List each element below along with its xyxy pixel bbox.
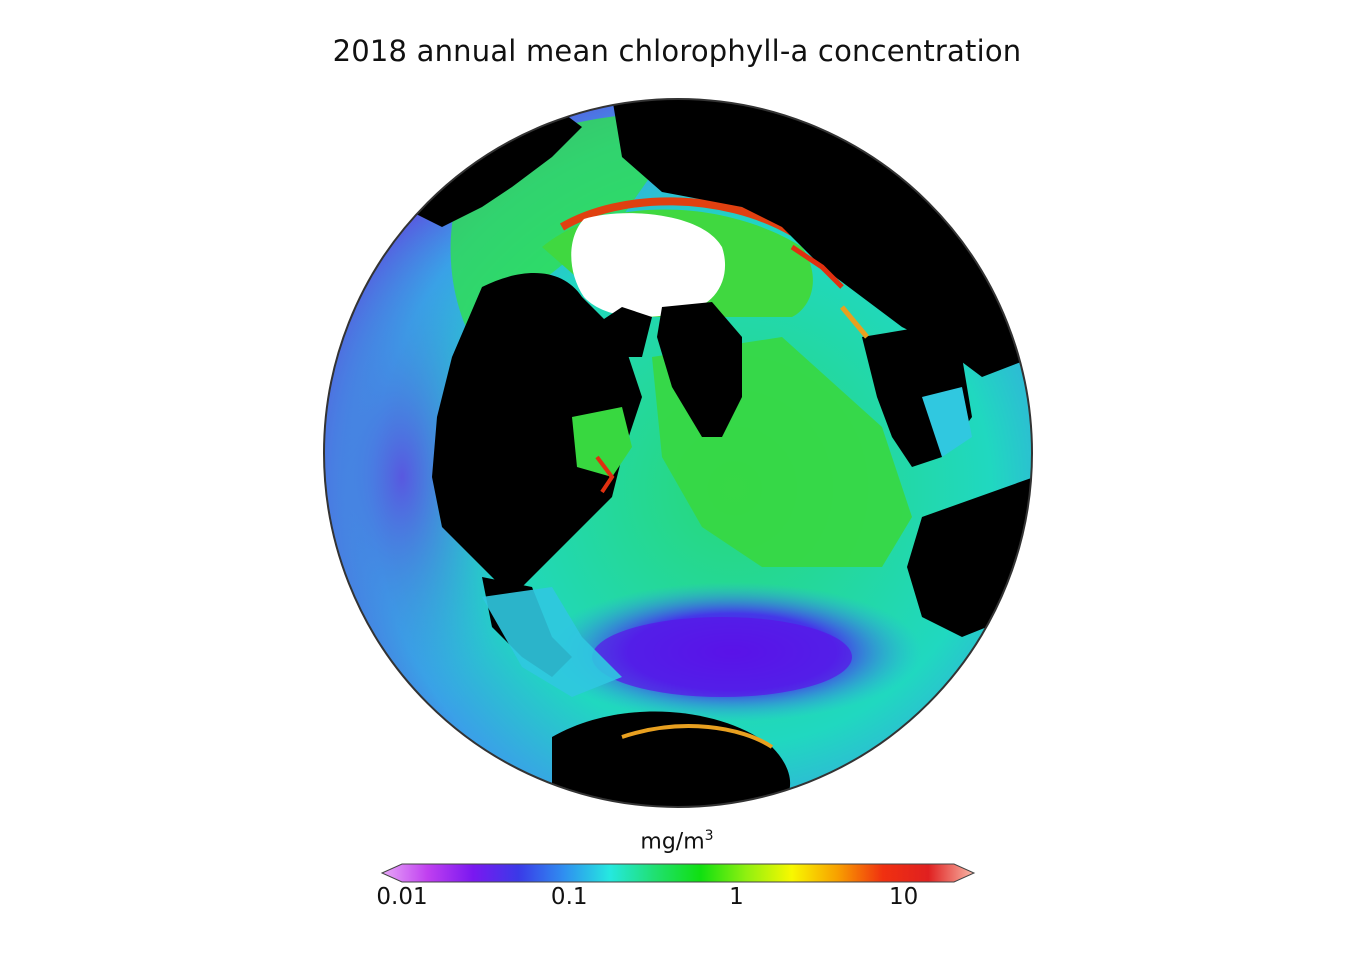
map-title: 2018 annual mean chlorophyll-a concentra… bbox=[332, 34, 1022, 68]
colorbar-tick-label: 1 bbox=[729, 884, 744, 910]
globe-map bbox=[322, 97, 1034, 809]
colorbar-tick-label: 0.01 bbox=[376, 884, 428, 910]
colorbar-tick-label: 10 bbox=[889, 884, 919, 910]
colorbar bbox=[380, 863, 976, 883]
colorbar-label: mg/m3 bbox=[640, 828, 714, 855]
greenland-land bbox=[657, 302, 742, 437]
north-america-land bbox=[432, 273, 642, 597]
arctic-sea-ice bbox=[571, 213, 726, 317]
south-america-land bbox=[552, 711, 790, 807]
colorbar-tick-label: 0.1 bbox=[550, 884, 588, 910]
globe-outline bbox=[323, 98, 1033, 808]
globe-svg bbox=[323, 98, 1033, 808]
